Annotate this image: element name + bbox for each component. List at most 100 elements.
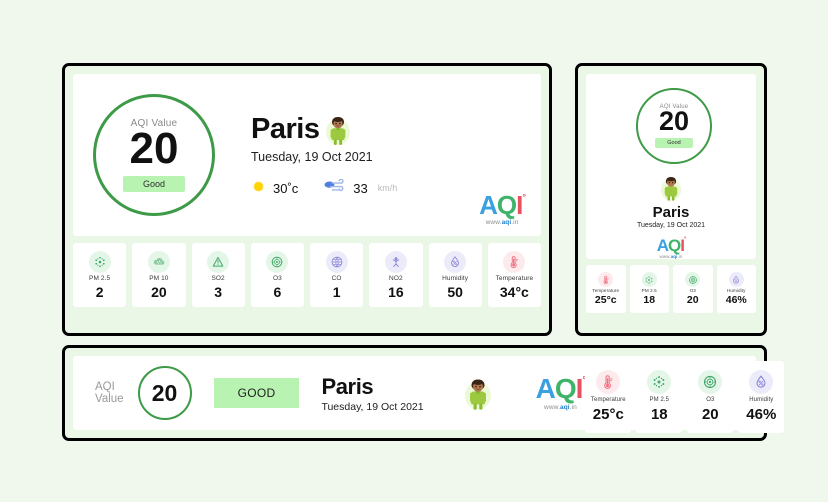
aqi-url-suffix: .in [511, 218, 519, 226]
avatar-icon [660, 174, 682, 202]
main-city-row: Paris [251, 113, 527, 146]
aqi-logo-letter-q: Q [496, 189, 517, 220]
no2-icon [384, 250, 407, 273]
pollutant-card-temperature[interactable]: Temperature 34°c [487, 243, 541, 307]
pollutant-value: 16 [388, 283, 404, 300]
pollutant-card-pm-2-5[interactable]: PM 2.5 2 [73, 243, 127, 307]
aqi-url-suffix: .in [677, 254, 683, 259]
pollutant-card-pm-2-5[interactable]: PM 2.5 18 [636, 360, 683, 433]
main-hero-info: Paris [251, 113, 527, 197]
pollutant-card-co[interactable]: CO 1 [310, 243, 364, 307]
side-aqi-gauge: AQI Value 20 Good [636, 88, 712, 164]
weather-wind-value: 33 [353, 180, 368, 196]
aqi-logo-dot: ° [522, 191, 526, 202]
aqi-url-prefix: www. [544, 403, 560, 411]
main-aqi-gauge: AQI Value 20 Good [93, 94, 215, 216]
avatar-icon [325, 114, 351, 146]
pm10-icon [147, 250, 170, 273]
weather-wind-unit: km/h [377, 183, 398, 193]
pollutant-card-o3[interactable]: O3 20 [687, 360, 734, 433]
pollutant-value: 20 [701, 406, 719, 423]
aqi-logo-letter-i: I [680, 236, 685, 255]
pollutant-label: CO [331, 274, 342, 282]
pollutant-card-o3[interactable]: O3 20 [673, 265, 713, 313]
side-aqi-status-badge: Good [655, 137, 693, 148]
wind-icon [324, 178, 346, 197]
sun-icon [251, 179, 266, 197]
o3-icon [698, 370, 723, 394]
aqi-url-brand: aqi [670, 254, 678, 259]
main-aqi-status-badge: Good [122, 175, 186, 192]
pollutant-label: O3 [272, 274, 282, 282]
main-aqi-gauge-value: 20 [129, 124, 179, 174]
pollutant-card-so2[interactable]: SO2 3 [191, 243, 245, 307]
weather-wind: 33 km/h [324, 178, 398, 197]
pollutant-card-o3[interactable]: O3 6 [250, 243, 304, 307]
bottom-bar-card: AQI Value 20 GOOD Paris Tuesday, 19 Oct … [73, 356, 785, 433]
o3-icon [266, 250, 289, 273]
main-aqi-widget: AQI Value 20 Good Paris [62, 63, 552, 336]
pollutant-value: 18 [643, 294, 656, 306]
pollutant-label: PM 2.5 [89, 274, 111, 282]
aqi-brand-wordmark: A Q I ° [656, 236, 687, 255]
aqi-url-prefix: www. [659, 254, 671, 259]
pollutant-value: 1 [332, 283, 341, 300]
pm25-icon [88, 250, 111, 273]
pollutant-value: 3 [214, 283, 223, 300]
pollutant-label: O3 [689, 288, 696, 293]
aqi-url-prefix: www. [485, 218, 502, 226]
bottom-aqi-label: AQI Value [95, 381, 124, 405]
aqi-logo-letter-a: A [479, 189, 498, 220]
bottom-date: Tuesday, 19 Oct 2021 [321, 400, 424, 413]
side-hero-card: AQI Value 20 Good [586, 74, 756, 259]
pollutant-label: PM 2.5 [641, 288, 657, 293]
pollutant-value: 50 [447, 283, 463, 300]
aqi-brand-wordmark: A Q I ° [536, 372, 587, 404]
pollutant-label: PM 2.5 [649, 397, 670, 403]
temperature-icon [596, 370, 621, 394]
pollutant-card-pm-2-5[interactable]: PM 2.5 18 [629, 265, 669, 313]
side-date: Tuesday, 19 Oct 2021 [636, 222, 706, 229]
aqi-brand-logo: A Q I ° www.aqi.in [536, 372, 587, 412]
main-city-name: Paris [251, 113, 320, 145]
pollutant-value: 25°c [594, 294, 617, 306]
temperature-icon [503, 250, 526, 273]
pollutant-value: 20 [151, 283, 167, 300]
pollutant-card-no2[interactable]: NO2 16 [369, 243, 423, 307]
side-aqi-gauge-label: AQI Value [659, 104, 689, 111]
aqi-url-suffix: .in [569, 403, 577, 411]
pollutant-label: Humidity [442, 274, 469, 282]
pollutant-card-humidity[interactable]: Humidity 50 [428, 243, 482, 307]
co-icon [325, 250, 348, 273]
pollutant-value: 2 [95, 283, 104, 300]
aqi-brand-url: www.aqi.in [544, 403, 577, 412]
pollutant-card-humidity[interactable]: Humidity 46% [738, 360, 785, 433]
aqi-logo-dot: ° [582, 374, 586, 386]
aqi-brand-url: www.aqi.in [659, 254, 683, 260]
temperature-icon [598, 272, 614, 287]
so2-icon [207, 250, 230, 273]
aqi-brand-logo: A Q I ° www.aqi.in [656, 236, 687, 260]
pollutant-label: O3 [706, 397, 715, 403]
pollutant-card-temperature[interactable]: Temperature 25°c [586, 265, 626, 313]
aqi-logo-dot: ° [683, 236, 687, 243]
pollutant-label: Temperature [592, 288, 620, 293]
side-aqi-widget: AQI Value 20 Good [575, 63, 767, 336]
pollutant-label: PM 10 [149, 274, 169, 282]
aqi-logo-letter-q: Q [554, 372, 577, 404]
avatar-icon [464, 376, 492, 411]
humidity-icon [728, 272, 744, 287]
side-city-name: Paris [652, 204, 690, 221]
aqi-logo-letter-a: A [656, 236, 669, 255]
pollutant-value: 18 [650, 406, 668, 423]
pollutant-value: 46% [746, 406, 777, 423]
pollutant-card-temperature[interactable]: Temperature 25°c [585, 360, 632, 433]
aqi-url-brand: aqi [559, 403, 570, 411]
pollutant-card-humidity[interactable]: Humidity 46% [716, 265, 756, 313]
pollutant-card-pm-10[interactable]: PM 10 20 [132, 243, 186, 307]
aqi-brand-wordmark: A Q I ° [479, 189, 526, 220]
pollutant-label: Humidity [749, 397, 774, 403]
pollutant-value: 46% [725, 294, 747, 306]
aqi-logo-letter-q: Q [667, 236, 681, 255]
